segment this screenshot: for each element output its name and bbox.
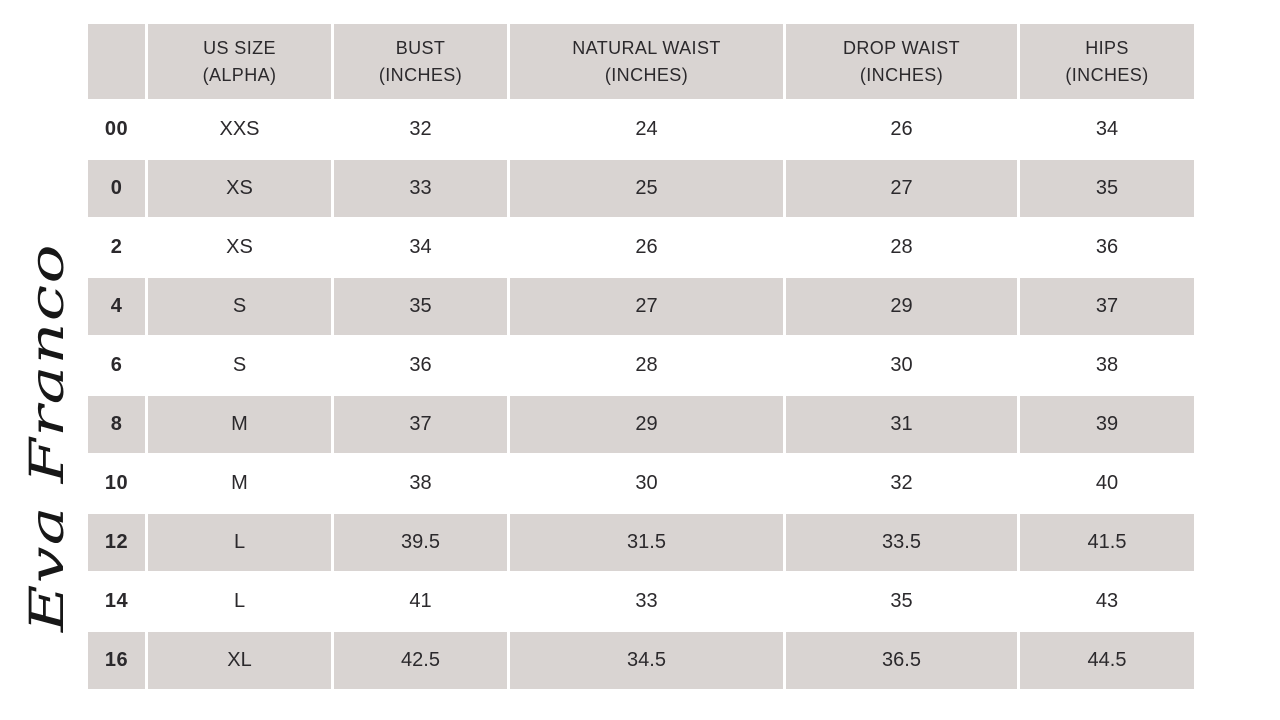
alpha-size-cell: XXS — [148, 101, 331, 158]
hips-cell: 36 — [1020, 219, 1194, 276]
drop-waist-cell: 31 — [786, 396, 1017, 453]
brand-logo: Eva Franco — [20, 243, 75, 632]
natural-waist-cell: 26 — [510, 219, 783, 276]
table-row: 16 XL 42.5 34.5 36.5 44.5 — [88, 632, 1194, 689]
natural-waist-cell: 25 — [510, 160, 783, 217]
header-us-size-text: US SIZE (ALPHA) — [202, 38, 277, 85]
row-label-cell: 16 — [88, 632, 145, 689]
natural-waist-cell: 27 — [510, 278, 783, 335]
alpha-size-cell: L — [148, 514, 331, 571]
drop-waist-cell: 30 — [786, 337, 1017, 394]
drop-waist-cell: 28 — [786, 219, 1017, 276]
bust-cell: 36 — [334, 337, 507, 394]
row-label-cell: 0 — [88, 160, 145, 217]
row-label-cell: 8 — [88, 396, 145, 453]
table-row: 10 M 38 30 32 40 — [88, 455, 1194, 512]
table-row: 8 M 37 29 31 39 — [88, 396, 1194, 453]
row-label-cell: 14 — [88, 573, 145, 630]
row-label-cell: 6 — [88, 337, 145, 394]
natural-waist-cell: 34.5 — [510, 632, 783, 689]
bust-cell: 42.5 — [334, 632, 507, 689]
drop-waist-cell: 27 — [786, 160, 1017, 217]
hips-cell: 39 — [1020, 396, 1194, 453]
row-label-cell: 12 — [88, 514, 145, 571]
natural-waist-cell: 30 — [510, 455, 783, 512]
bust-cell: 38 — [334, 455, 507, 512]
drop-waist-cell: 35 — [786, 573, 1017, 630]
brand-logo-text: Eva Franco — [20, 243, 75, 632]
row-label-cell: 4 — [88, 278, 145, 335]
hips-cell: 41.5 — [1020, 514, 1194, 571]
hips-cell: 35 — [1020, 160, 1194, 217]
drop-waist-cell: 32 — [786, 455, 1017, 512]
table-row: 00 XXS 32 24 26 34 — [88, 101, 1194, 158]
header-bust: BUST (INCHES) — [334, 24, 507, 99]
table-row: 14 L 41 33 35 43 — [88, 573, 1194, 630]
drop-waist-cell: 29 — [786, 278, 1017, 335]
bust-cell: 41 — [334, 573, 507, 630]
alpha-size-cell: XS — [148, 219, 331, 276]
bust-cell: 35 — [334, 278, 507, 335]
corner-cell — [88, 24, 145, 99]
size-chart-table: US SIZE (ALPHA) BUST (INCHES) NATURAL WA… — [85, 22, 1197, 691]
natural-waist-cell: 29 — [510, 396, 783, 453]
bust-cell: 32 — [334, 101, 507, 158]
alpha-size-cell: S — [148, 278, 331, 335]
table-row: 2 XS 34 26 28 36 — [88, 219, 1194, 276]
hips-cell: 40 — [1020, 455, 1194, 512]
drop-waist-cell: 36.5 — [786, 632, 1017, 689]
header-us-size: US SIZE (ALPHA) — [148, 24, 331, 99]
table-row: 4 S 35 27 29 37 — [88, 278, 1194, 335]
drop-waist-cell: 26 — [786, 101, 1017, 158]
alpha-size-cell: M — [148, 455, 331, 512]
natural-waist-cell: 28 — [510, 337, 783, 394]
hips-cell: 44.5 — [1020, 632, 1194, 689]
bust-cell: 37 — [334, 396, 507, 453]
alpha-size-cell: L — [148, 573, 331, 630]
alpha-size-cell: XL — [148, 632, 331, 689]
hips-cell: 38 — [1020, 337, 1194, 394]
row-label-cell: 10 — [88, 455, 145, 512]
bust-cell: 34 — [334, 219, 507, 276]
alpha-size-cell: XS — [148, 160, 331, 217]
natural-waist-cell: 31.5 — [510, 514, 783, 571]
header-bust-text: BUST (INCHES) — [378, 38, 463, 85]
header-natural-waist: NATURAL WAIST (INCHES) — [510, 24, 783, 99]
bust-cell: 39.5 — [334, 514, 507, 571]
natural-waist-cell: 33 — [510, 573, 783, 630]
table-row: 6 S 36 28 30 38 — [88, 337, 1194, 394]
header-hips-text: HIPS (INCHES) — [1065, 38, 1149, 85]
hips-cell: 37 — [1020, 278, 1194, 335]
table-row: 12 L 39.5 31.5 33.5 41.5 — [88, 514, 1194, 571]
header-drop-waist: DROP WAIST (INCHES) — [786, 24, 1017, 99]
drop-waist-cell: 33.5 — [786, 514, 1017, 571]
header-drop-waist-text: DROP WAIST (INCHES) — [842, 38, 960, 85]
header-row: US SIZE (ALPHA) BUST (INCHES) NATURAL WA… — [88, 24, 1194, 99]
alpha-size-cell: M — [148, 396, 331, 453]
header-natural-waist-text: NATURAL WAIST (INCHES) — [572, 38, 721, 85]
alpha-size-cell: S — [148, 337, 331, 394]
hips-cell: 34 — [1020, 101, 1194, 158]
header-hips: HIPS (INCHES) — [1020, 24, 1194, 99]
row-label-cell: 2 — [88, 219, 145, 276]
row-label-cell: 00 — [88, 101, 145, 158]
bust-cell: 33 — [334, 160, 507, 217]
natural-waist-cell: 24 — [510, 101, 783, 158]
hips-cell: 43 — [1020, 573, 1194, 630]
table-row: 0 XS 33 25 27 35 — [88, 160, 1194, 217]
